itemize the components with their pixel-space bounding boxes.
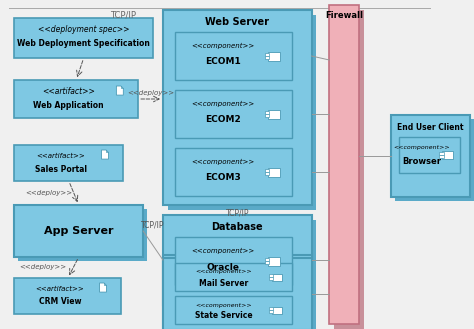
Bar bbox=[439, 155, 444, 158]
Bar bbox=[264, 53, 269, 56]
Bar bbox=[163, 10, 311, 205]
Bar bbox=[264, 57, 269, 60]
Text: ECOM2: ECOM2 bbox=[206, 115, 241, 124]
Bar bbox=[14, 205, 143, 257]
Text: App Server: App Server bbox=[44, 226, 113, 236]
Text: State Service: State Service bbox=[194, 312, 252, 320]
Text: <<deployment spec>>: <<deployment spec>> bbox=[38, 24, 129, 34]
Text: <<component>>: <<component>> bbox=[195, 269, 252, 274]
Text: CRM View: CRM View bbox=[39, 297, 81, 307]
Text: <<component>>: <<component>> bbox=[192, 159, 255, 165]
Bar bbox=[269, 277, 273, 280]
Bar bbox=[272, 307, 282, 314]
Bar bbox=[264, 262, 269, 265]
Text: <<deploy>>: <<deploy>> bbox=[26, 190, 73, 196]
Bar bbox=[168, 15, 317, 210]
Text: Firewall: Firewall bbox=[325, 12, 363, 20]
Text: Browser: Browser bbox=[402, 157, 441, 165]
Bar bbox=[14, 278, 121, 314]
Text: Oracle: Oracle bbox=[207, 263, 240, 271]
Text: <<component>>: <<component>> bbox=[393, 145, 450, 150]
Text: <<component>>: <<component>> bbox=[192, 101, 255, 107]
Bar bbox=[268, 167, 281, 176]
Polygon shape bbox=[101, 150, 109, 159]
Text: TCP/IP: TCP/IP bbox=[110, 10, 137, 19]
Bar bbox=[175, 90, 292, 138]
Bar bbox=[442, 151, 454, 159]
Bar bbox=[264, 258, 269, 261]
Bar bbox=[269, 307, 273, 310]
Bar bbox=[14, 80, 138, 118]
Bar bbox=[175, 237, 292, 285]
Bar bbox=[175, 148, 292, 196]
Text: End User Client: End User Client bbox=[397, 122, 464, 132]
Polygon shape bbox=[100, 283, 107, 292]
Text: Mail Server: Mail Server bbox=[199, 279, 248, 288]
Bar bbox=[264, 172, 269, 175]
Text: <<artifact>>: <<artifact>> bbox=[42, 88, 95, 96]
Bar bbox=[334, 10, 364, 329]
Text: <<component>>: <<component>> bbox=[195, 302, 252, 308]
Text: Web Application: Web Application bbox=[33, 102, 104, 111]
Bar bbox=[163, 258, 311, 329]
Polygon shape bbox=[117, 86, 123, 95]
Text: ECOM3: ECOM3 bbox=[206, 173, 241, 183]
Text: <<component>>: <<component>> bbox=[192, 43, 255, 49]
Text: <<deploy>>: <<deploy>> bbox=[127, 90, 174, 96]
Bar bbox=[14, 18, 153, 58]
Text: Web Deployment Specification: Web Deployment Specification bbox=[17, 39, 150, 48]
Bar bbox=[269, 310, 273, 313]
Bar bbox=[395, 119, 474, 201]
Text: ECOM1: ECOM1 bbox=[206, 58, 241, 66]
Text: Sales Portal: Sales Portal bbox=[35, 164, 87, 173]
Bar bbox=[272, 273, 282, 281]
Bar bbox=[163, 215, 311, 305]
Bar bbox=[264, 114, 269, 117]
Text: <<artifact>>: <<artifact>> bbox=[36, 286, 84, 292]
Bar bbox=[268, 257, 281, 266]
Bar bbox=[268, 110, 281, 118]
Bar bbox=[264, 111, 269, 114]
Text: <<component>>: <<component>> bbox=[192, 248, 255, 254]
Text: <<deploy>>: <<deploy>> bbox=[19, 265, 67, 270]
Bar bbox=[175, 296, 292, 324]
Bar bbox=[439, 152, 444, 155]
Bar bbox=[163, 255, 311, 329]
Bar bbox=[18, 209, 147, 261]
Bar bbox=[264, 168, 269, 171]
Text: TCP/IP: TCP/IP bbox=[141, 220, 165, 230]
Text: Database: Database bbox=[211, 222, 263, 232]
Bar bbox=[175, 32, 292, 80]
Text: TCP/IP: TCP/IP bbox=[226, 209, 249, 217]
Bar bbox=[329, 5, 359, 324]
Bar bbox=[14, 145, 123, 181]
Bar bbox=[175, 263, 292, 291]
Text: Web Server: Web Server bbox=[205, 17, 269, 27]
Bar bbox=[269, 274, 273, 277]
Bar bbox=[391, 115, 470, 197]
Bar bbox=[163, 258, 311, 329]
Bar bbox=[268, 52, 281, 61]
Text: <<artifact>>: <<artifact>> bbox=[36, 153, 85, 159]
Bar bbox=[168, 260, 317, 329]
Bar bbox=[168, 220, 317, 310]
Bar bbox=[399, 137, 460, 173]
